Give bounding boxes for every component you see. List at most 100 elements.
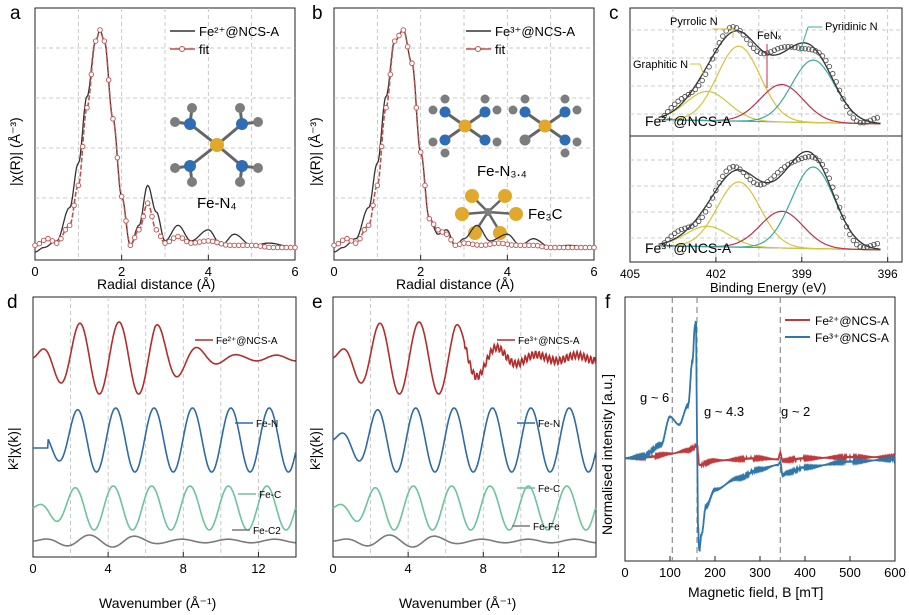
data-point-c-1 (702, 209, 709, 215)
data-point-c-1 (768, 176, 774, 182)
svg-text:Fe-C: Fe-C (259, 490, 281, 501)
data-point-c-0 (805, 46, 812, 52)
x-axis-label-f: Magnetic field, B [mT] (688, 584, 823, 600)
legend-marker-b-fit (475, 46, 481, 52)
fit-marker-b (357, 235, 363, 242)
fit-marker-a (114, 154, 121, 161)
data-point-c-0 (823, 57, 829, 64)
data-point-c-1 (792, 158, 798, 164)
series-line-e-2 (332, 485, 597, 531)
structure-label-fe-n3-4: Fe-N₃.₄ (477, 163, 527, 180)
data-point-c-1 (757, 182, 764, 188)
data-point-c-1 (836, 204, 843, 211)
legend-label-b-fit: fit (495, 42, 506, 57)
fit-marker-a (110, 116, 116, 122)
fit-marker-b (426, 215, 433, 222)
fit-marker-b (448, 237, 454, 243)
panel-letter-c: c (609, 3, 619, 24)
x-axis-b-ticklabel-3: 6 (590, 264, 597, 279)
data-point-c-0 (668, 105, 674, 111)
series-label-e-1: Fe-N (517, 419, 560, 430)
data-point-c-0 (792, 44, 798, 51)
fit-marker-b (435, 227, 441, 233)
data-point-c-0 (778, 44, 784, 51)
data-point-c-0 (750, 45, 757, 51)
fe-n3-4-structure-illustration (428, 94, 582, 158)
data-point-c-0 (747, 41, 753, 47)
data-point-c-1 (661, 240, 668, 246)
fit-marker-b (361, 227, 368, 233)
x-axis-a-ticklabel-0: 0 (31, 264, 38, 279)
x-axis-e-ticklabel-1: 4 (405, 561, 412, 576)
y-axis-label-e: k²|χ(k)| (307, 427, 323, 470)
annotation-g-2: g ~ 2 (781, 404, 810, 419)
fit-marker-a (71, 202, 77, 209)
data-point-c-1 (805, 154, 812, 160)
data-point-c-0 (775, 46, 781, 52)
data-point-c-1 (682, 225, 688, 231)
data-point-c-1 (668, 233, 674, 239)
x-axis-c-ticklabel-3: 396 (878, 267, 898, 281)
x-axis-f-ticklabel-2: 200 (704, 565, 726, 580)
svg-text:Graphitic N: Graphitic N (633, 59, 688, 71)
fit-marker-a (97, 27, 103, 33)
sample-label-c-top: Fe²⁺@NCS-A (645, 113, 732, 129)
data-point-c-1 (675, 228, 681, 234)
legend-f: Fe²⁺@NCS-A Fe³⁺@NCS-A (785, 314, 889, 345)
panel-d: d Fe²⁺@NCS-A Fe-N Fe-C Fe-C2 0 4 8 12 Waven… (5, 292, 297, 611)
x-axis-a-ticklabel-3: 6 (291, 264, 298, 279)
fit-marker-a (153, 227, 160, 233)
data-point-c-0 (857, 119, 863, 126)
data-point-c-1 (874, 240, 881, 247)
data-point-c-1 (764, 179, 771, 185)
data-point-c-0 (768, 49, 774, 55)
plot-area-c (658, 24, 881, 251)
peak-label-fenx: FeNₓ (757, 30, 782, 88)
fit-marker-a (192, 240, 199, 246)
legend-a: Fe²⁺@NCS-A fit (170, 24, 279, 57)
svg-text:Fe²⁺@NCS-A: Fe²⁺@NCS-A (216, 336, 278, 347)
fit-marker-b (487, 241, 493, 247)
data-point-c-0 (860, 120, 867, 126)
fit-marker-b (452, 242, 459, 249)
data-point-c-1 (833, 194, 839, 200)
fit-marker-b (352, 240, 359, 246)
fit-marker-a (75, 182, 82, 189)
x-axis-f-ticklabel-1: 100 (659, 565, 681, 580)
fit-marker-b (430, 221, 437, 227)
data-point-c-1 (723, 168, 729, 174)
fit-marker-a (79, 143, 86, 150)
svg-text:FeNₓ: FeNₓ (757, 30, 782, 42)
data-point-c-0 (836, 87, 843, 94)
data-point-c-0 (833, 79, 839, 85)
data-point-c-1 (720, 173, 726, 180)
data-point-c-1 (864, 244, 870, 250)
svg-text:Fe-C2: Fe-C2 (253, 526, 281, 537)
fit-marker-a (140, 213, 147, 220)
data-point-c-1 (775, 169, 781, 176)
data-point-c-0 (661, 112, 668, 119)
data-point-c-0 (709, 56, 716, 62)
series-label-d-3: Fe-C2 (232, 526, 281, 537)
fit-marker-b (534, 242, 541, 249)
panel-f: f Fe²⁺@NCS-A Fe³⁺@NCS-A g ~ 6 g ~ 4.3 g … (599, 292, 906, 600)
data-point-c-0 (692, 86, 698, 93)
fit-marker-a (218, 241, 225, 247)
panel-letter-b: b (312, 3, 323, 24)
series-label-e-2: Fe-C (517, 484, 560, 495)
series-line-e-3 (333, 534, 596, 548)
x-axis-d-ticklabel-3: 12 (251, 561, 265, 576)
data-point-c-1 (726, 165, 733, 171)
plot-area-a (32, 27, 298, 253)
fit-marker-a (209, 238, 216, 245)
data-point-c-1 (730, 163, 736, 170)
fit-marker-a (136, 227, 142, 233)
svg-text:Fe-N: Fe-N (538, 419, 560, 430)
fit-marker-b (409, 60, 415, 67)
panel-e: e Fe³⁺@NCS-A Fe-N Fe-C Fe-Fe 0 4 8 12 Waven… (307, 292, 597, 611)
data-point-c-0 (696, 82, 702, 89)
series-line-f-1 (624, 320, 896, 552)
fit-marker-b (387, 71, 394, 78)
fe3c-structure-illustration (455, 189, 523, 240)
data-point-c-1 (709, 195, 716, 201)
